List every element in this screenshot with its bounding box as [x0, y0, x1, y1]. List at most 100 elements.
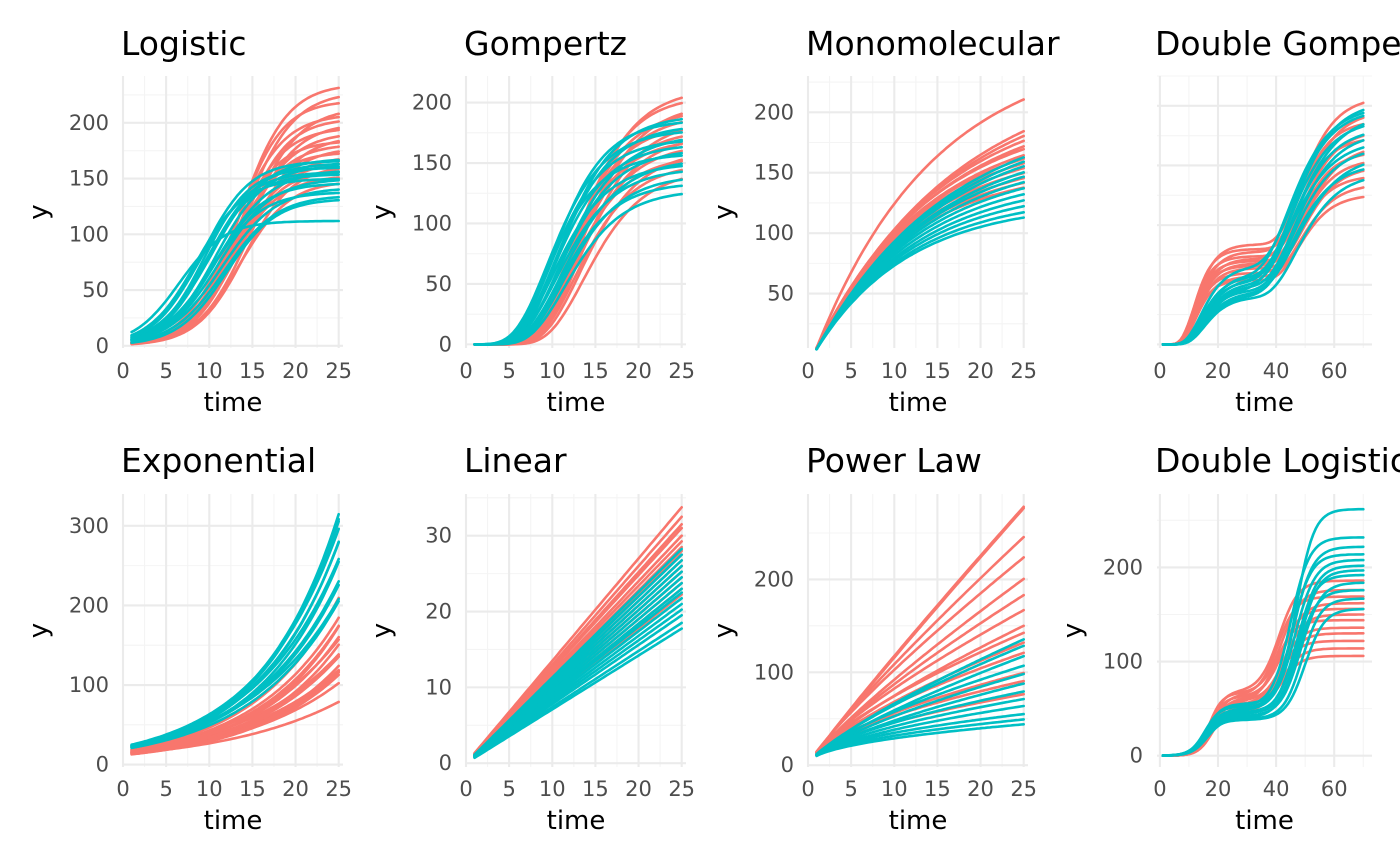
y-tick-label: 200 — [1103, 555, 1143, 579]
series-curve — [130, 182, 340, 346]
x-tick-label: 20 — [282, 359, 309, 383]
y-tick-label: 0 — [781, 753, 794, 777]
x-axis-label: time — [547, 806, 606, 836]
series-group-2 — [1161, 108, 1365, 346]
x-tick-label: 10 — [881, 777, 908, 801]
x-tick-label: 5 — [844, 777, 857, 801]
panel-title: Exponential — [121, 441, 316, 480]
series-curve — [815, 644, 1025, 756]
y-tick-label: 150 — [69, 167, 109, 191]
x-tick-label: 10 — [539, 359, 566, 383]
series-curve — [815, 98, 1025, 350]
series-curve — [1161, 108, 1365, 346]
series-group-2 — [815, 638, 1025, 758]
series-curve — [1161, 168, 1365, 346]
series-group-2 — [473, 547, 683, 760]
series-curve — [130, 599, 340, 750]
series-curve — [815, 631, 1025, 753]
x-tick-label: 10 — [196, 359, 223, 383]
series-curve — [1161, 178, 1365, 346]
series-curve — [815, 723, 1025, 758]
series-curve — [130, 173, 340, 341]
y-tick-label: 200 — [754, 100, 794, 124]
x-tick-label: 25 — [1010, 359, 1037, 383]
series-curve — [815, 556, 1025, 753]
y-tick-label: 200 — [69, 111, 109, 135]
y-tick-label: 0 — [439, 751, 452, 775]
x-tick-label: 0 — [459, 359, 472, 383]
series-curve — [130, 616, 340, 752]
x-tick-label: 0 — [116, 777, 129, 801]
series-curve — [473, 170, 683, 346]
panel-title: Power Law — [806, 441, 982, 480]
y-tick-label: 100 — [754, 660, 794, 684]
y-tick-label: 150 — [412, 151, 452, 175]
x-tick-label: 20 — [1205, 777, 1232, 801]
panel-logistic: 0 5 10 15 20 25 0 50 100 150 200 time y Logistic — [24, 24, 352, 418]
y-tick-label: 50 — [425, 272, 452, 296]
y-tick-label: 100 — [69, 222, 109, 246]
x-tick-label: 0 — [1153, 359, 1166, 383]
x-tick-label: 15 — [582, 777, 609, 801]
y-tick-label: 0 — [439, 332, 452, 356]
x-tick-label: 25 — [325, 777, 352, 801]
panel-gompertz: 0 5 10 15 20 25 0 50 100 150 200 time y Gompertz — [367, 24, 695, 418]
x-tick-label: 40 — [1263, 777, 1290, 801]
x-tick-label: 40 — [1263, 359, 1290, 383]
y-axis-label: y — [709, 204, 739, 219]
x-axis-label: time — [547, 388, 606, 418]
series-curve — [130, 625, 340, 754]
x-tick-label: 20 — [282, 777, 309, 801]
y-tick-label: 200 — [754, 567, 794, 591]
panel-power_law: 0 5 10 15 20 25 0 100 200 time y Power Law — [709, 441, 1037, 836]
series-group-2 — [473, 117, 683, 346]
series-curve — [1161, 134, 1365, 346]
y-tick-label: 0 — [1130, 744, 1143, 768]
y-tick-label: 150 — [754, 161, 794, 185]
y-tick-label: 50 — [82, 278, 109, 302]
y-tick-label: 0 — [96, 753, 109, 777]
series-curve — [130, 198, 340, 344]
series-curve — [815, 664, 1025, 756]
series-curve — [130, 527, 340, 746]
y-tick-label: 30 — [425, 524, 452, 548]
series-curve — [130, 195, 340, 343]
series-curve — [815, 505, 1025, 754]
x-axis-label: time — [889, 806, 948, 836]
x-tick-label: 20 — [967, 359, 994, 383]
x-tick-label: 5 — [502, 777, 515, 801]
x-tick-label: 25 — [325, 359, 352, 383]
y-axis-label: y — [1058, 623, 1088, 638]
series-curve — [473, 627, 683, 760]
y-tick-label: 50 — [767, 282, 794, 306]
x-tick-label: 60 — [1321, 359, 1348, 383]
panel-linear: 0 5 10 15 20 25 0 10 20 30 time y Linear — [367, 441, 695, 836]
panel-title: Monomolecular — [806, 24, 1060, 63]
y-axis-label: y — [24, 204, 54, 219]
y-tick-label: 100 — [69, 673, 109, 697]
series-curve — [815, 697, 1025, 757]
y-tick-label: 100 — [412, 211, 452, 235]
x-tick-label: 60 — [1321, 777, 1348, 801]
series-curve — [815, 672, 1025, 757]
series-group-2 — [130, 158, 340, 344]
x-axis-label: time — [1235, 388, 1294, 418]
x-tick-label: 15 — [582, 359, 609, 383]
x-tick-label: 15 — [239, 359, 266, 383]
series-curve — [815, 712, 1025, 757]
x-tick-label: 5 — [159, 777, 172, 801]
y-axis-label: y — [367, 623, 397, 638]
panel-monomolecular: 0 5 10 15 20 25 50 100 150 200 time y Monomolecular — [709, 24, 1060, 418]
y-tick-label: 10 — [425, 675, 452, 699]
panel-title: Linear — [464, 441, 567, 480]
x-tick-label: 0 — [459, 777, 472, 801]
y-axis-label: y — [367, 204, 397, 219]
y-tick-label: 20 — [425, 600, 452, 624]
y-tick-label: 0 — [96, 334, 109, 358]
series-curve — [473, 192, 683, 346]
y-axis-label: y — [24, 623, 54, 638]
series-group-2 — [815, 156, 1025, 351]
series-curve — [815, 165, 1025, 351]
panel-title: Double Gompertz — [1155, 24, 1400, 63]
x-tick-label: 10 — [881, 359, 908, 383]
